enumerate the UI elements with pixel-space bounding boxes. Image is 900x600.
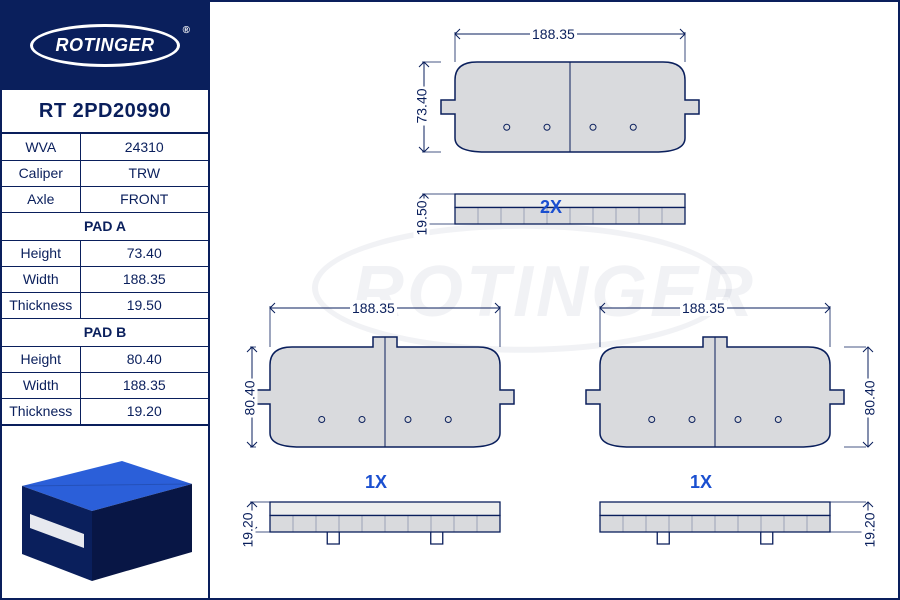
brand-text: ROTINGER: [55, 35, 154, 55]
pad-a-width-label: Width: [2, 266, 80, 292]
dim-br-t: 19.20: [862, 510, 878, 549]
pad-b-width: 188.35: [80, 372, 208, 398]
dim-br-w: 188.35: [680, 300, 727, 316]
pad-b-width-label: Width: [2, 372, 80, 398]
dim-bl-h: 80.40: [242, 378, 258, 417]
pad-a-title: PAD A: [2, 212, 208, 240]
pad-a-height: 73.40: [80, 240, 208, 266]
dim-top-h: 73.40: [414, 86, 430, 125]
dim-top-t: 19.50: [414, 198, 430, 237]
qty-bl: 1X: [365, 472, 387, 493]
diagram-area: ROTINGER 2X 1X 1X 188.35 73.40 19.50 188…: [210, 2, 898, 598]
pad-a-width: 188.35: [80, 266, 208, 292]
left-column: ROTINGER ® RT 2PD20990 WVA 24310 Caliper…: [2, 2, 210, 598]
spec-table: WVA 24310 Caliper TRW Axle FRONT PAD A H…: [2, 134, 208, 425]
pad-b-thick-label: Thickness: [2, 398, 80, 424]
brand-logo: ROTINGER ®: [2, 2, 208, 90]
product-box-image: [2, 425, 208, 599]
dim-bl-t: 19.20: [240, 510, 256, 549]
technical-drawing: [210, 2, 898, 598]
pad-a-thick-label: Thickness: [2, 292, 80, 318]
pad-a-height-label: Height: [2, 240, 80, 266]
dim-br-h: 80.40: [862, 378, 878, 417]
wva-value: 24310: [80, 134, 208, 160]
pad-b-thick: 19.20: [80, 398, 208, 424]
pad-b-height: 80.40: [80, 346, 208, 372]
part-number: RT 2PD20990: [2, 90, 208, 134]
wva-label: WVA: [2, 134, 80, 160]
axle-value: FRONT: [80, 186, 208, 212]
registered-icon: ®: [183, 25, 191, 36]
axle-label: Axle: [2, 186, 80, 212]
spec-sheet: ROTINGER ® RT 2PD20990 WVA 24310 Caliper…: [0, 0, 900, 600]
dim-bl-w: 188.35: [350, 300, 397, 316]
caliper-value: TRW: [80, 160, 208, 186]
dim-top-w: 188.35: [530, 26, 577, 42]
pad-b-height-label: Height: [2, 346, 80, 372]
pad-b-title: PAD B: [2, 318, 208, 346]
caliper-label: Caliper: [2, 160, 80, 186]
box-svg: [2, 426, 208, 596]
qty-top: 2X: [540, 197, 562, 218]
pad-a-thick: 19.50: [80, 292, 208, 318]
qty-br: 1X: [690, 472, 712, 493]
